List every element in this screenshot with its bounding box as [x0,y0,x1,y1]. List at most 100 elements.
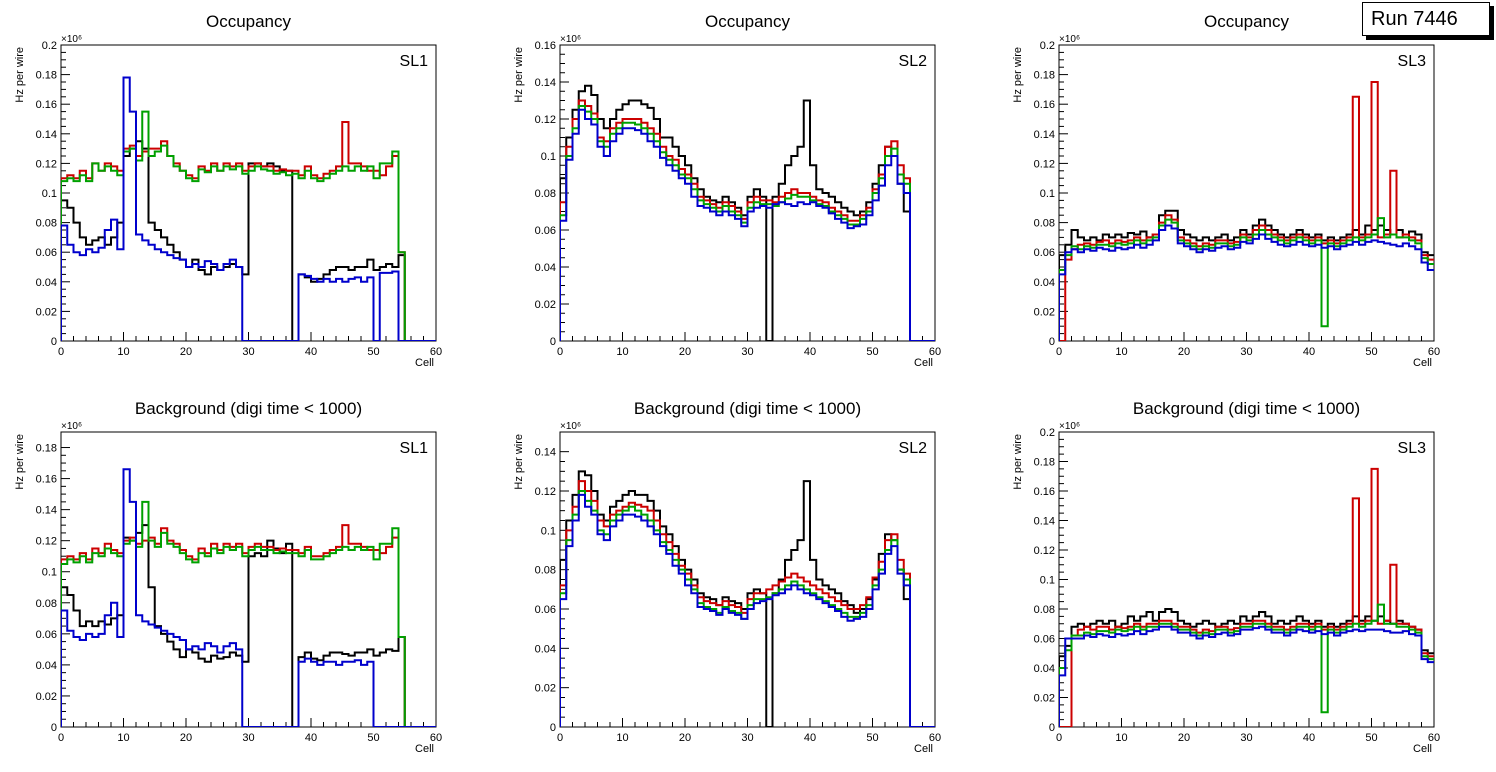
series-line-red [61,524,436,727]
y-tick-label: 0.1 [1040,188,1055,200]
y-tick-label: 0.2 [42,40,57,52]
y-tick-label: 0.14 [1034,516,1055,528]
y-tick-label: 0.08 [1034,604,1055,616]
x-axis-label: Cell [415,743,434,755]
chart-panel-1: Occupancy 0 0.02 0.04 0.06 0.08 0.1 0.12 0.14 0.1… [14,12,442,369]
y-axis-label: Hz per wire [1012,47,1024,103]
series-line-green [560,490,935,727]
chart-title: Occupancy [705,12,791,31]
y-tick-label: 0.18 [36,443,57,455]
x-tick-label: 0 [557,346,563,358]
chart-title: Background (digi time < 1000) [135,399,362,418]
chart-panel-2: Occupancy 0 0.02 0.04 0.06 0.08 0.1 0.12 0.14 0.1… [513,12,941,369]
x-tick-label: 60 [430,732,442,744]
y-axis: 0 0.02 0.04 0.06 0.08 0.1 0.12 0.14 0.16 0.18 0.2 [1034,40,1068,348]
y-tick-label: 0.08 [36,598,57,610]
y-axis: 0 0.02 0.04 0.06 0.08 0.1 0.12 0.14 0.16 [535,40,569,348]
y-tick-label: 0.04 [535,262,556,274]
panel-label: SL2 [899,440,928,457]
x-tick-label: 20 [1178,732,1190,744]
series-line-green [1059,603,1434,727]
y-tick-label: 0.08 [36,218,57,230]
x-tick-label: 30 [741,346,753,358]
y-tick-label: 0.04 [36,277,57,289]
x-tick-label: 0 [557,732,563,744]
x-tick-label: 60 [1428,732,1440,744]
x-tick-label: 10 [616,346,628,358]
x-tick-label: 50 [1365,732,1377,744]
x-tick-label: 0 [1056,346,1062,358]
x-tick-label: 60 [1428,346,1440,358]
y-tick-label: 0 [550,336,556,348]
x-tick-label: 10 [616,732,628,744]
y-tick-label: 0.12 [36,158,57,170]
y-tick-label: 0 [550,722,556,734]
y-axis-label: Hz per wire [14,434,26,490]
y-tick-label: 0.16 [1034,486,1055,498]
y-tick-label: 0.08 [535,565,556,577]
y-axis-label: Hz per wire [1012,434,1024,490]
y-axis: 0 0.02 0.04 0.06 0.08 0.1 0.12 0.14 0.16 0.18 0.2 [1034,427,1068,734]
y-tick-label: 0.12 [36,536,57,548]
y-tick-label: 0.18 [1034,70,1055,82]
x-tick-label: 50 [367,346,379,358]
y-tick-label: 0.1 [1040,575,1055,587]
y-tick-label: 0.14 [1034,129,1055,141]
x-tick-label: 40 [1303,346,1315,358]
y-tick-label: 0.04 [535,643,556,655]
run-label: Run 7446 [1371,8,1458,30]
y-tick-label: 0.12 [1034,545,1055,557]
y-tick-label: 0.06 [36,247,57,259]
axis-exponent: ×10⁶ [61,34,82,45]
x-tick-label: 60 [929,732,941,744]
run-label-box: Run 7446 [1362,2,1490,36]
x-tick-label: 30 [242,346,254,358]
series-line-green [1059,217,1434,341]
series-line-green [61,500,436,727]
y-tick-label: 0.16 [535,40,556,52]
y-axis-label: Hz per wire [513,47,525,103]
x-tick-label: 60 [430,346,442,358]
x-tick-label: 0 [1056,732,1062,744]
x-tick-label: 20 [180,346,192,358]
y-axis-label: Hz per wire [14,47,26,103]
y-tick-label: 0.16 [36,99,57,111]
y-axis: 0 0.02 0.04 0.06 0.08 0.1 0.12 0.14 0.16 0.18 [36,443,70,734]
chart-title: Occupancy [1204,12,1290,31]
y-tick-label: 0.2 [1040,427,1055,439]
panel-label: SL2 [899,53,928,70]
x-tick-label: 10 [117,346,129,358]
series-line-blue [61,468,436,727]
y-axis-label: Hz per wire [513,434,525,490]
y-tick-label: 0.02 [36,306,57,318]
y-tick-label: 0.06 [535,604,556,616]
y-axis: 0 0.02 0.04 0.06 0.08 0.1 0.12 0.14 0.16 0.18 0.2 [36,40,70,348]
x-tick-label: 40 [804,346,816,358]
y-tick-label: 0.06 [1034,634,1055,646]
x-tick-label: 30 [1240,346,1252,358]
chart-title: Occupancy [206,12,292,31]
x-tick-label: 40 [804,732,816,744]
series-line-red [1059,467,1434,727]
chart-panel-5: Background (digi time < 1000) 0 0.02 0.04 0.… [513,399,941,755]
y-tick-label: 0.1 [541,525,556,537]
y-tick-label: 0.1 [42,567,57,579]
y-tick-label: 0.06 [36,629,57,641]
axis-exponent: ×10⁶ [560,34,581,45]
y-tick-label: 0.12 [535,486,556,498]
chart-panel-3: Occupancy 0 0.02 0.04 0.06 0.08 0.1 0.12 0.14 0.1… [1012,12,1440,369]
x-axis-label: Cell [914,357,933,369]
x-axis-label: Cell [1413,743,1432,755]
y-tick-label: 0.08 [535,188,556,200]
x-tick-label: 10 [117,732,129,744]
x-tick-label: 20 [1178,346,1190,358]
x-tick-label: 10 [1115,732,1127,744]
x-axis: 0 10 20 30 40 50 60 [1056,332,1440,358]
y-tick-label: 0.02 [1034,306,1055,318]
series-line-blue [1059,224,1434,341]
y-tick-label: 0.14 [535,77,556,89]
y-tick-label: 0.04 [36,660,57,672]
y-tick-label: 0.14 [535,447,556,459]
x-tick-label: 20 [679,346,691,358]
x-axis-label: Cell [1413,357,1432,369]
